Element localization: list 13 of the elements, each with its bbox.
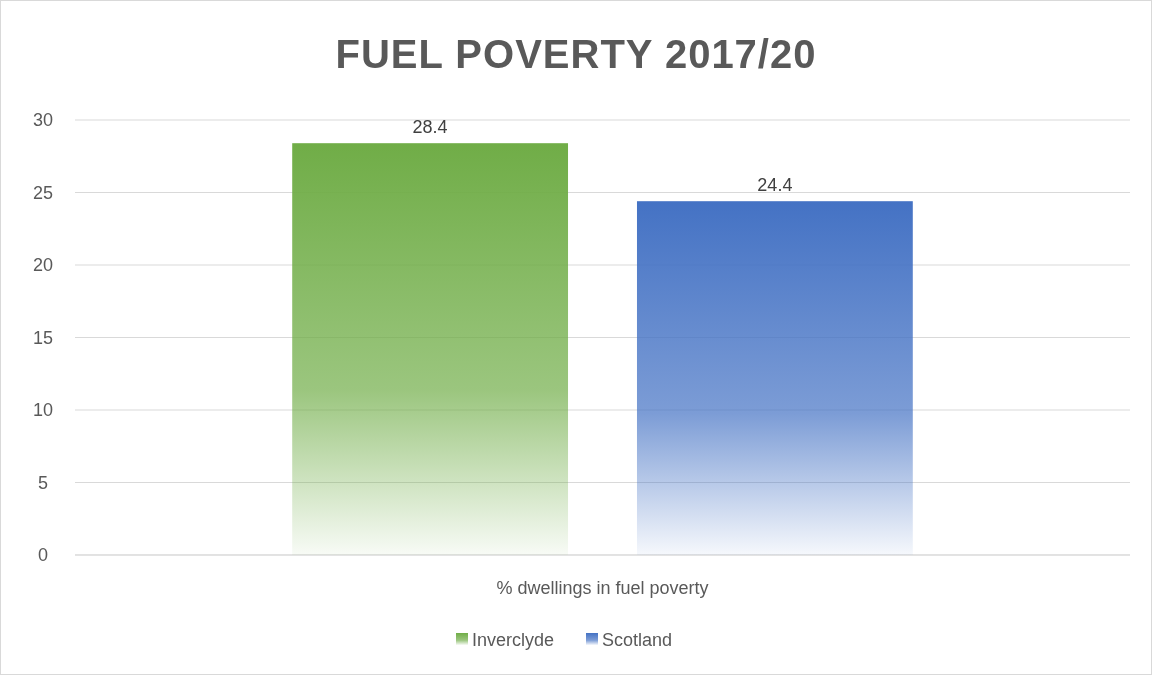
- data-label: 28.4: [412, 117, 448, 138]
- y-tick-label: 5: [37, 472, 49, 493]
- y-tick-label: 30: [32, 110, 54, 131]
- chart-title: FUEL POVERTY 2017/20: [335, 32, 817, 76]
- legend-label: Scotland: [602, 630, 673, 651]
- legend-label: Inverclyde: [472, 630, 555, 651]
- y-tick-label: 15: [32, 327, 54, 348]
- x-tick-label: % dwellings in fuel poverty: [496, 578, 709, 598]
- y-tick-label: 0: [37, 545, 49, 566]
- y-tick-label: 25: [32, 182, 54, 203]
- y-tick-label: 20: [32, 255, 54, 276]
- y-tick-label: 10: [32, 400, 54, 421]
- data-label: 24.4: [757, 175, 793, 196]
